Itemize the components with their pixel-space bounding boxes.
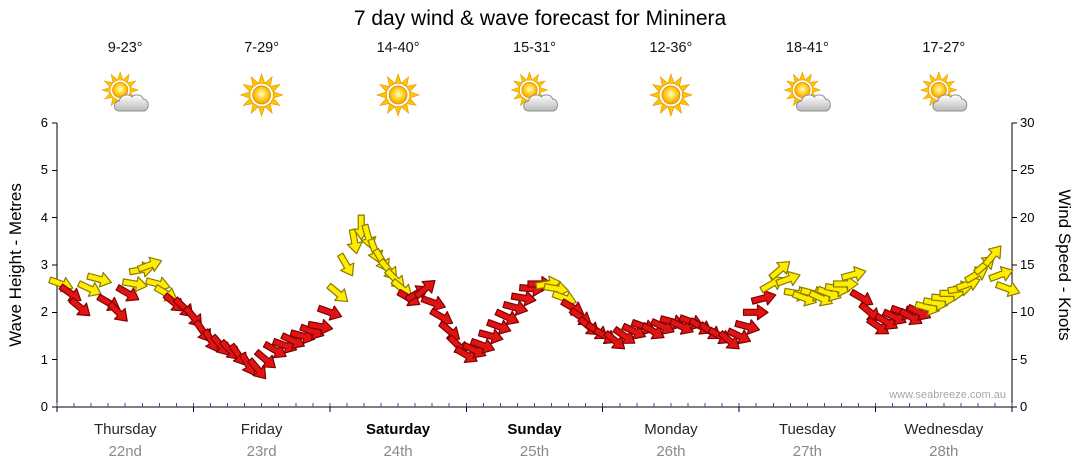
wind-arrow xyxy=(136,256,163,273)
right-axis-tick-label: 10 xyxy=(1020,304,1035,320)
temp-range-monday: 12-36° xyxy=(649,40,693,56)
right-axis-tick-label: 30 xyxy=(1020,115,1035,130)
left-axis-tick-label: 0 xyxy=(40,399,48,414)
left-axis-tick-label: 5 xyxy=(40,162,48,178)
wind-arrow xyxy=(121,276,148,293)
wind-arrow xyxy=(995,281,1021,297)
left-axis-tick-label: 1 xyxy=(40,351,48,367)
date-label-monday: 26th xyxy=(656,443,686,460)
sun-icon xyxy=(239,73,284,117)
temp-range-wednesday: 17-27° xyxy=(922,40,966,56)
temp-range-saturday: 14-40° xyxy=(376,40,420,56)
sun-icon xyxy=(648,73,693,117)
wind-arrow xyxy=(246,357,267,380)
cloud-icon xyxy=(523,94,558,112)
sun-icon xyxy=(376,73,421,117)
wind-arrow xyxy=(543,281,570,298)
cloud-icon xyxy=(795,94,831,112)
wind-arrow xyxy=(510,290,537,307)
right-axis-tick-label: 25 xyxy=(1020,162,1035,178)
wind-arrow xyxy=(768,261,791,281)
wind-arrow xyxy=(68,296,91,317)
wind-arrow xyxy=(717,330,740,350)
watermark: www.seabreeze.com.au xyxy=(889,389,1006,401)
wind-arrow xyxy=(750,289,777,306)
left-axis-tick-label: 6 xyxy=(40,115,48,130)
wind-arrow xyxy=(840,266,867,282)
left-axis-tick-label: 3 xyxy=(40,257,48,272)
wind-arrow xyxy=(603,330,626,350)
day-label-monday: Monday xyxy=(644,421,698,438)
date-label-thursday: 22nd xyxy=(108,443,142,460)
day-label-sunday: Sunday xyxy=(507,421,562,438)
right-axis-tick-label: 5 xyxy=(1020,351,1028,367)
temp-range-sunday: 15-31° xyxy=(513,40,556,56)
date-label-friday: 23rd xyxy=(246,443,277,460)
wind-arrow xyxy=(612,326,636,344)
left-axis-tick-label: 4 xyxy=(40,209,48,225)
date-label-tuesday: 27th xyxy=(792,443,822,460)
right-axis-tick-label: 0 xyxy=(1020,399,1028,414)
cloud-icon xyxy=(932,94,968,112)
wave-height-axis-title: Wave Height - Metres xyxy=(6,183,25,347)
wind-arrow xyxy=(988,266,1014,282)
wind-arrow xyxy=(76,280,102,297)
wind-arrow xyxy=(469,337,496,354)
wind-arrow xyxy=(86,271,112,288)
wind-arrow xyxy=(337,252,355,277)
date-label-saturday: 24th xyxy=(383,443,413,460)
day-label-saturday: Saturday xyxy=(365,421,431,438)
date-label-wednesday: 28th xyxy=(929,443,959,460)
sun-icon xyxy=(919,71,958,109)
sun-icon xyxy=(510,71,549,109)
wind-arrow xyxy=(866,316,890,335)
wind-arrow xyxy=(477,328,504,345)
temp-range-friday: 7-29° xyxy=(244,40,280,56)
day-label-thursday: Thursday xyxy=(93,421,157,438)
wind-arrow xyxy=(502,300,529,316)
wind-arrow xyxy=(420,295,446,312)
wind-arrow xyxy=(494,308,520,326)
right-axis-tick-label: 20 xyxy=(1020,209,1035,225)
temp-range-thursday: 9-23° xyxy=(107,40,143,56)
temp-range-tuesday: 18-41° xyxy=(785,40,829,56)
day-label-tuesday: Tuesday xyxy=(778,421,836,438)
wind-arrow xyxy=(726,327,752,345)
date-label-sunday: 25th xyxy=(519,443,550,460)
right-axis-tick-label: 15 xyxy=(1020,257,1035,272)
wind-arrow xyxy=(742,304,769,321)
day-label-wednesday: Wednesday xyxy=(904,421,984,438)
day-label-friday: Friday xyxy=(240,421,283,438)
wind-arrow xyxy=(982,245,1002,268)
wind-arrow xyxy=(107,301,128,322)
wind-arrow xyxy=(734,319,761,335)
wind-arrow xyxy=(832,275,859,293)
wind-arrow xyxy=(346,228,363,255)
wind-arrow xyxy=(115,284,140,302)
wind-arrow xyxy=(326,282,349,303)
wind-speed-axis-title: Wind Speed - Knots xyxy=(1055,189,1074,341)
wind-arrow xyxy=(254,349,276,369)
left-axis-tick-label: 2 xyxy=(40,304,48,320)
cloud-icon xyxy=(113,94,149,112)
wind-arrow xyxy=(307,318,334,335)
wind-arrow xyxy=(413,280,436,300)
wind-arrow xyxy=(486,319,512,335)
wind-arrow xyxy=(316,304,343,321)
wind-arrow xyxy=(775,270,801,287)
page-title: 7 day wind & wave forecast for Mininera xyxy=(353,7,727,30)
